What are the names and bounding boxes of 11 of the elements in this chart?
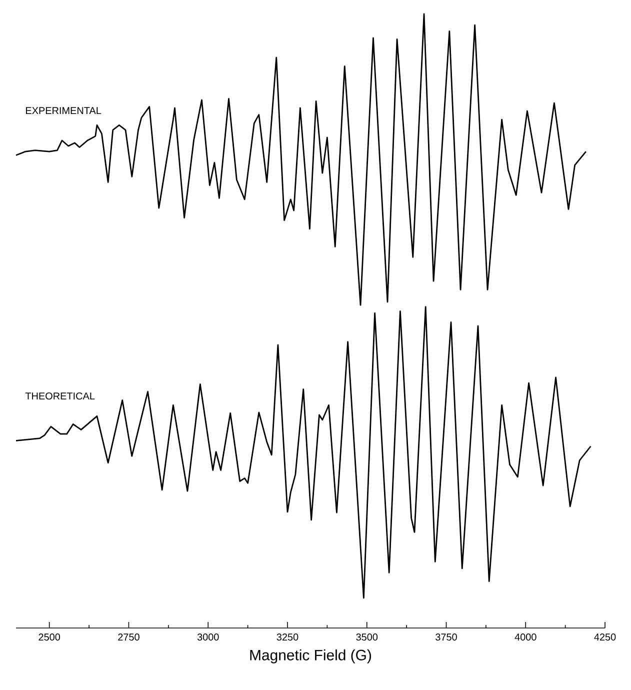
x-axis-title: Magnetic Field (G) — [250, 649, 372, 664]
x-tick-label: 4250 — [594, 634, 616, 641]
x-tick-label: 3750 — [436, 634, 457, 641]
x-tick-label: 3500 — [356, 634, 378, 641]
series-label: THEORETICAL — [25, 392, 95, 400]
x-tick-label: 4000 — [514, 634, 536, 641]
x-tick-label: 3250 — [276, 634, 298, 641]
x-tick-label: 2750 — [118, 634, 140, 641]
series-label: EXPERIMENTAL — [26, 107, 102, 114]
x-tick-label: 3000 — [197, 634, 219, 641]
x-tick-label: 2500 — [38, 634, 60, 641]
